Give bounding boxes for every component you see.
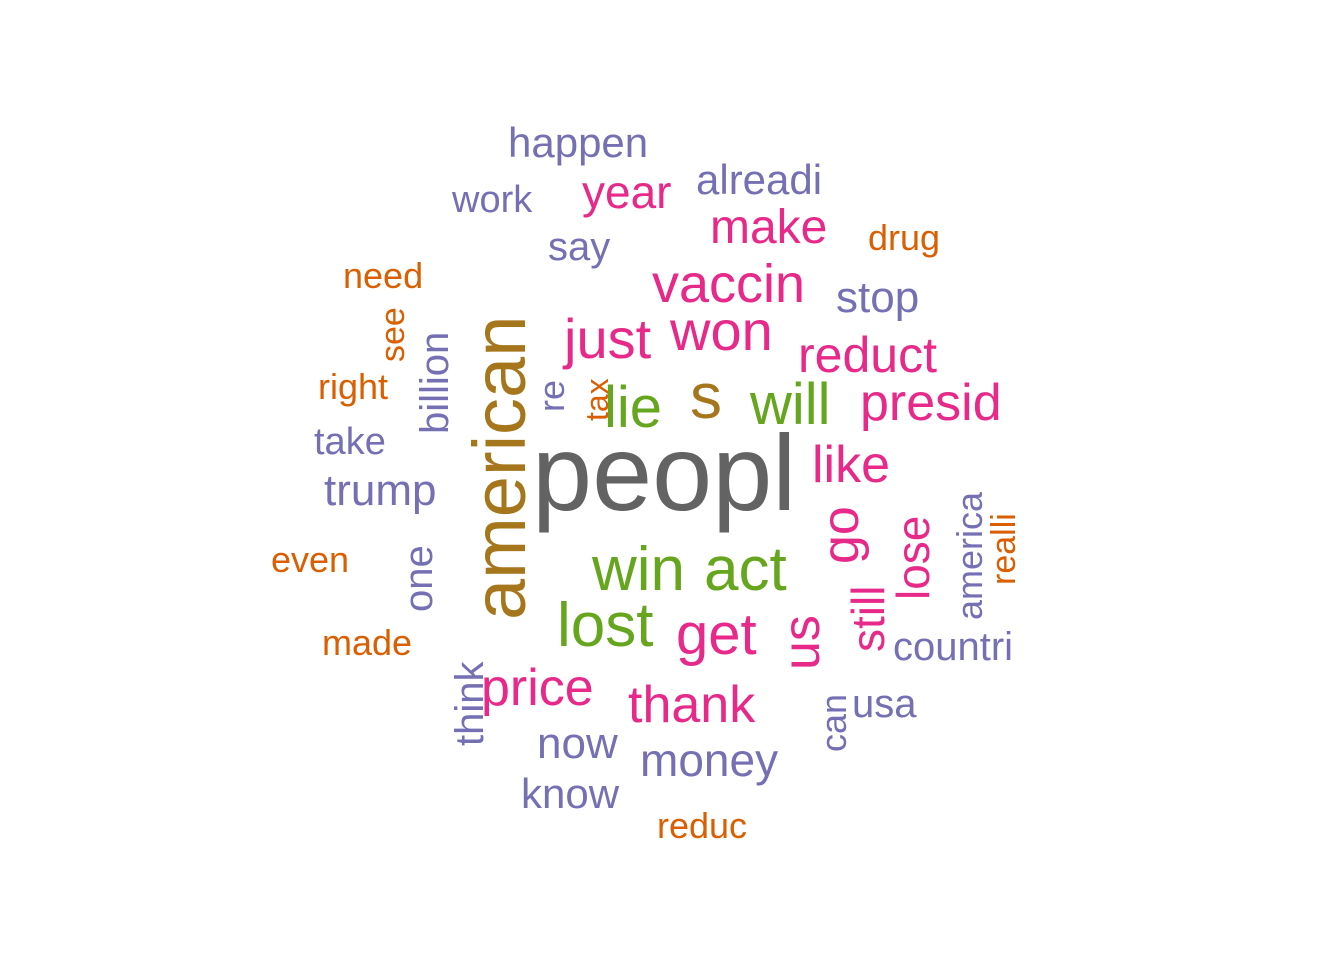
word-need: need: [343, 255, 423, 296]
word-see: see: [374, 307, 412, 362]
word-american: american: [458, 316, 541, 620]
word-peopl: peopl: [532, 412, 796, 533]
word-know: know: [521, 770, 620, 817]
word-still: still: [842, 586, 894, 652]
word-lost: lost: [557, 591, 653, 660]
word-can: can: [813, 694, 854, 752]
word-us: us: [773, 615, 831, 670]
word-re: re: [531, 380, 572, 412]
word-reduc: reduc: [657, 805, 747, 846]
word-made: made: [322, 622, 412, 663]
word-america: america: [949, 491, 990, 620]
word-get: get: [676, 602, 757, 667]
word-take: take: [314, 421, 386, 463]
word-year: year: [582, 166, 671, 218]
word-thank: thank: [628, 676, 756, 734]
word-price: price: [481, 659, 594, 717]
word-win: win: [591, 535, 685, 604]
word-presid: presid: [860, 374, 1002, 432]
word-one: one: [397, 545, 441, 612]
word-drug: drug: [868, 217, 940, 258]
word-money: money: [640, 734, 778, 786]
word-alreadi: alreadi: [696, 156, 822, 203]
word-just: just: [562, 307, 652, 370]
word-reduct: reduct: [798, 327, 937, 383]
word-stop: stop: [836, 273, 919, 322]
word-billion: billion: [413, 332, 457, 434]
word-work: work: [451, 179, 533, 221]
word-make: make: [710, 201, 827, 254]
word-won: won: [669, 299, 773, 362]
word-think: think: [448, 661, 492, 746]
word-lie: lie: [604, 375, 662, 440]
word-usa: usa: [852, 682, 917, 726]
word-s: s: [690, 360, 722, 432]
word-now: now: [537, 719, 618, 768]
word-happen: happen: [508, 119, 648, 166]
word-trump: trump: [324, 466, 436, 515]
word-vaccin: vaccin: [652, 254, 805, 314]
word-like: like: [812, 436, 890, 494]
word-countri: countri: [893, 625, 1013, 669]
word-go: go: [812, 506, 870, 564]
word-tax: tax: [579, 378, 615, 421]
word-act: act: [704, 535, 787, 604]
word-will: will: [749, 372, 831, 437]
word-say: say: [548, 225, 610, 269]
word-right: right: [318, 366, 388, 407]
word-lose: lose: [887, 516, 939, 600]
word-even: even: [271, 539, 349, 580]
word-realli: realli: [985, 513, 1023, 585]
